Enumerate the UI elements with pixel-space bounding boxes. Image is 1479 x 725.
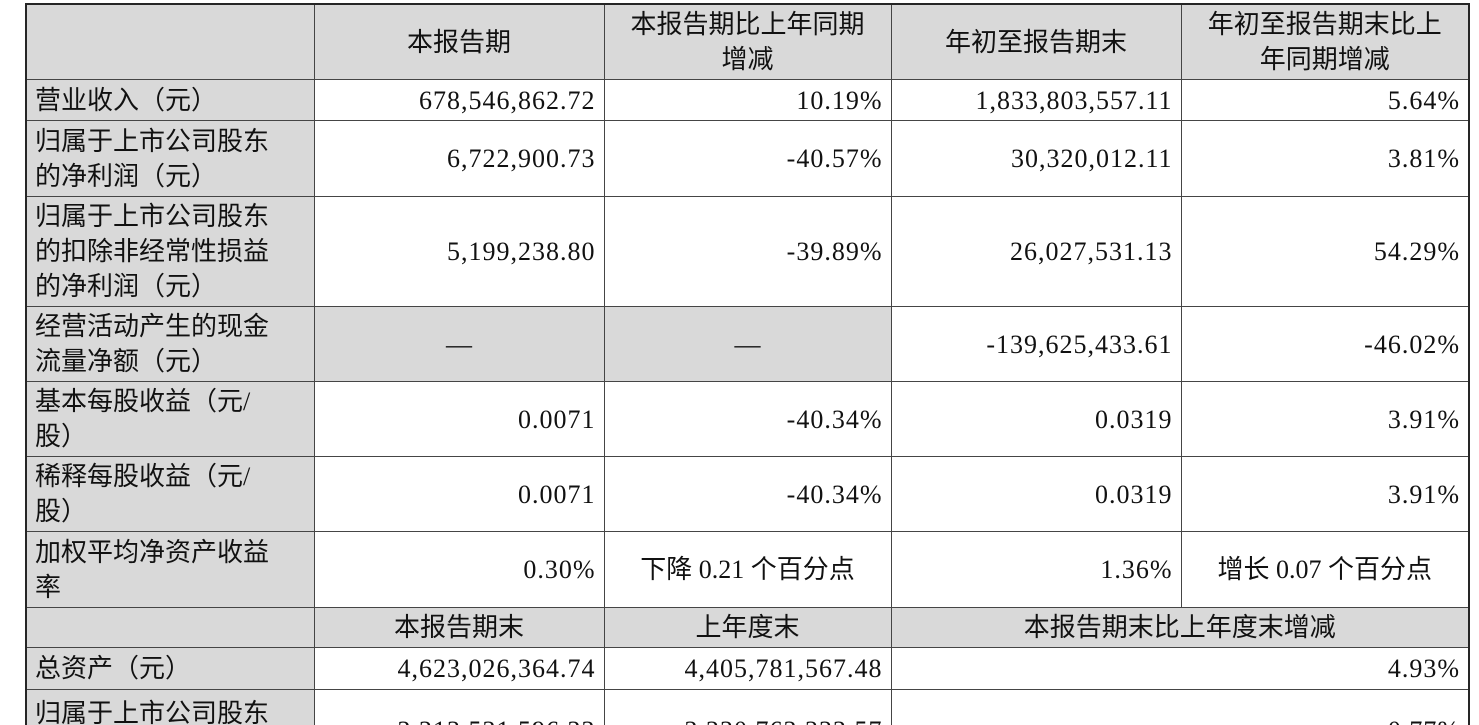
net-profit-excl-current-period: 5,199,238.80	[313, 196, 605, 307]
col-header-current-period: 本报告期	[313, 3, 605, 80]
roe-current-period: 0.30%	[313, 531, 605, 608]
diluted-eps-ytd: 0.0319	[890, 456, 1182, 532]
table-row-revenue: 营业收入（元） 678,546,862.72 10.19% 1,833,803,…	[25, 79, 1470, 121]
basic-eps-current-period-yoy: -40.34%	[603, 381, 892, 457]
net-profit-excl-ytd: 26,027,531.13	[890, 196, 1182, 307]
cash-flow-current-period-yoy-dash: —	[603, 306, 892, 382]
diluted-eps-ytd-yoy: 3.91%	[1180, 456, 1470, 532]
table-row-operating-cash-flow: 经营活动产生的现金 流量净额（元） — — -139,625,433.61 -4…	[25, 306, 1470, 382]
diluted-eps-current-period-yoy: -40.34%	[603, 456, 892, 532]
table-row-total-assets: 总资产（元） 4,623,026,364.74 4,405,781,567.48…	[25, 647, 1470, 690]
revenue-ytd: 1,833,803,557.11	[890, 79, 1182, 121]
table-row-net-profit-excl-nonrecurring: 归属于上市公司股东 的扣除非经常性损益 的净利润（元） 5,199,238.80…	[25, 196, 1470, 307]
corner-cell	[25, 3, 315, 80]
row-label-net-profit-excl-nonrecurring: 归属于上市公司股东 的扣除非经常性损益 的净利润（元）	[25, 196, 315, 307]
roe-ytd-yoy: 增长 0.07 个百分点	[1180, 531, 1470, 608]
table-row-weighted-avg-roe: 加权平均净资产收益 率 0.30% 下降 0.21 个百分点 1.36% 增长 …	[25, 531, 1470, 608]
basic-eps-ytd-yoy: 3.91%	[1180, 381, 1470, 457]
table-row-shareholders-equity: 归属于上市公司股东 的所有者权益（元） 2,213,531,596.23 2,2…	[25, 689, 1470, 725]
cash-flow-ytd-yoy: -46.02%	[1180, 306, 1470, 382]
header-row-period: 本报告期 本报告期比上年同期 增减 年初至报告期末 年初至报告期末比上 年同期增…	[25, 3, 1470, 80]
row-label-total-assets: 总资产（元）	[25, 647, 315, 690]
revenue-ytd-yoy: 5.64%	[1180, 79, 1470, 121]
roe-ytd: 1.36%	[890, 531, 1182, 608]
revenue-current-period-yoy: 10.19%	[603, 79, 892, 121]
cash-flow-ytd: -139,625,433.61	[890, 306, 1182, 382]
net-profit-ytd: 30,320,012.11	[890, 120, 1182, 197]
col-header-prior-year-end: 上年度末	[603, 607, 892, 648]
corner-cell-2	[25, 607, 315, 648]
row-label-basic-eps: 基本每股收益（元/ 股）	[25, 381, 315, 457]
financial-summary-table: 本报告期 本报告期比上年同期 增减 年初至报告期末 年初至报告期末比上 年同期增…	[25, 3, 1470, 725]
col-header-ytd-yoy: 年初至报告期末比上 年同期增减	[1180, 3, 1470, 80]
net-profit-excl-ytd-yoy: 54.29%	[1180, 196, 1470, 307]
col-header-current-period-yoy: 本报告期比上年同期 增减	[603, 3, 892, 80]
roe-current-period-yoy: 下降 0.21 个百分点	[603, 531, 892, 608]
col-header-ytd: 年初至报告期末	[890, 3, 1182, 80]
table-row-diluted-eps: 稀释每股收益（元/ 股） 0.0071 -40.34% 0.0319 3.91%	[25, 456, 1470, 532]
row-label-diluted-eps: 稀释每股收益（元/ 股）	[25, 456, 315, 532]
row-label-operating-cash-flow: 经营活动产生的现金 流量净额（元）	[25, 306, 315, 382]
total-assets-change: 4.93%	[890, 647, 1470, 690]
equity-prior-year-end: 2,230,763,332.57	[603, 689, 892, 725]
row-label-revenue: 营业收入（元）	[25, 79, 315, 121]
col-header-period-end-vs-prior-year-end: 本报告期末比上年度末增减	[890, 607, 1470, 648]
header-row-period-end: 本报告期末 上年度末 本报告期末比上年度末增减	[25, 607, 1470, 648]
net-profit-ytd-yoy: 3.81%	[1180, 120, 1470, 197]
basic-eps-current-period: 0.0071	[313, 381, 605, 457]
row-label-shareholders-equity: 归属于上市公司股东 的所有者权益（元）	[25, 689, 315, 725]
total-assets-prior-year-end: 4,405,781,567.48	[603, 647, 892, 690]
diluted-eps-current-period: 0.0071	[313, 456, 605, 532]
equity-change: -0.77%	[890, 689, 1470, 725]
table-row-basic-eps: 基本每股收益（元/ 股） 0.0071 -40.34% 0.0319 3.91%	[25, 381, 1470, 457]
row-label-net-profit: 归属于上市公司股东 的净利润（元）	[25, 120, 315, 197]
equity-period-end: 2,213,531,596.23	[313, 689, 605, 725]
basic-eps-ytd: 0.0319	[890, 381, 1182, 457]
total-assets-period-end: 4,623,026,364.74	[313, 647, 605, 690]
col-header-period-end: 本报告期末	[313, 607, 605, 648]
row-label-weighted-avg-roe: 加权平均净资产收益 率	[25, 531, 315, 608]
cash-flow-current-period-dash: —	[313, 306, 605, 382]
net-profit-excl-current-period-yoy: -39.89%	[603, 196, 892, 307]
revenue-current-period: 678,546,862.72	[313, 79, 605, 121]
table-row-net-profit: 归属于上市公司股东 的净利润（元） 6,722,900.73 -40.57% 3…	[25, 120, 1470, 197]
net-profit-current-period: 6,722,900.73	[313, 120, 605, 197]
net-profit-current-period-yoy: -40.57%	[603, 120, 892, 197]
